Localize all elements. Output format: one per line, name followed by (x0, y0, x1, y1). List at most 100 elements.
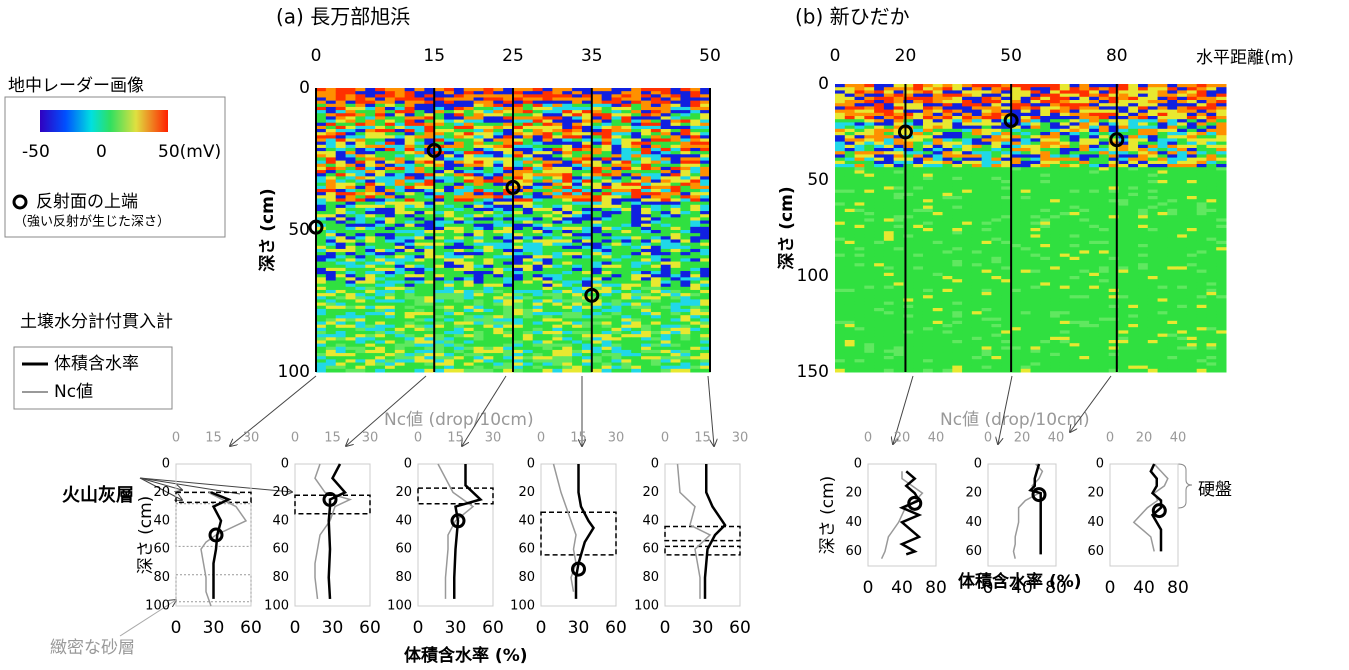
radar-texture (991, 148, 1001, 152)
radar-texture (355, 258, 365, 262)
radar-texture (671, 221, 681, 225)
radar-texture (483, 221, 493, 225)
radar-texture (523, 221, 533, 225)
radar-texture (543, 214, 553, 218)
radar-texture (444, 101, 454, 105)
radar-texture (355, 145, 365, 149)
radar-texture (1197, 183, 1207, 187)
radar-texture (621, 296, 631, 300)
radar-texture (523, 104, 533, 108)
radar-texture (602, 110, 612, 114)
radar-texture (444, 353, 454, 357)
radar-texture (395, 101, 405, 105)
radar-texture (513, 176, 523, 180)
radar-texture (572, 331, 582, 335)
radar-texture (592, 312, 602, 316)
radar-texture (533, 126, 543, 130)
radar-texture (464, 303, 474, 307)
radar-texture (365, 91, 375, 95)
radar-texture (1158, 122, 1168, 126)
radar-texture (671, 170, 681, 174)
radar-texture (913, 132, 923, 136)
radar-texture (346, 164, 356, 168)
radar-texture (523, 195, 533, 199)
radar-texture (884, 84, 894, 88)
radar-texture (582, 243, 592, 247)
radar-texture (533, 268, 543, 272)
radar-texture (513, 94, 523, 98)
radar-texture (1011, 180, 1021, 184)
radar-texture (1079, 186, 1089, 190)
radar-texture (690, 97, 700, 101)
radar-texture (375, 252, 385, 256)
radar-texture (641, 205, 651, 209)
radar-texture (651, 344, 661, 348)
radar-texture (444, 123, 454, 127)
radar-texture (923, 183, 933, 187)
radar-texture (365, 296, 375, 300)
radar-texture (454, 312, 464, 316)
radar-texture (1040, 119, 1050, 123)
radar-texture (513, 350, 523, 354)
radar-texture (661, 205, 671, 209)
radar-texture (493, 268, 503, 272)
radar-texture (1050, 174, 1060, 178)
radar-texture (612, 271, 622, 275)
radar-texture (592, 116, 602, 120)
radar-texture (1138, 90, 1148, 94)
radar-texture (326, 224, 336, 228)
radar-texture (1060, 100, 1070, 104)
radar-texture (933, 170, 943, 174)
radar-texture (415, 217, 425, 221)
radar-texture (405, 132, 415, 136)
radar-texture (355, 318, 365, 322)
radar-texture (1118, 84, 1128, 88)
radar-texture (375, 113, 385, 117)
radar-texture (395, 221, 405, 225)
radar-texture (336, 176, 346, 180)
radar-texture (464, 167, 474, 171)
radar-texture (415, 334, 425, 338)
radar-texture (582, 306, 592, 310)
radar-texture (316, 246, 326, 250)
radar-texture (483, 249, 493, 253)
radar-texture (874, 183, 884, 187)
radar-texture (346, 249, 356, 253)
radar-texture (641, 180, 651, 184)
radar-texture (651, 97, 661, 101)
radar-texture (424, 328, 434, 332)
radar-texture (700, 123, 710, 127)
radar-texture (552, 101, 562, 105)
radar-texture (513, 236, 523, 240)
radar-texture (385, 334, 395, 338)
radar-texture (493, 104, 503, 108)
radar-texture (523, 255, 533, 259)
radar-texture (1118, 90, 1128, 94)
radar-texture (434, 180, 444, 184)
radar-texture (641, 211, 651, 215)
radar-texture (894, 174, 904, 178)
radar-texture (1070, 142, 1080, 146)
radar-texture (1021, 87, 1031, 91)
radar-texture (533, 243, 543, 247)
radar-texture (1070, 177, 1080, 181)
radar-texture (552, 94, 562, 98)
radar-texture (631, 224, 641, 228)
radar-texture (982, 186, 992, 190)
radar-texture (405, 88, 415, 92)
radar-texture (355, 183, 365, 187)
radar-texture (602, 145, 612, 149)
radar-texture (326, 315, 336, 319)
radar-texture (641, 262, 651, 266)
radar-texture (365, 315, 375, 319)
radar-texture (385, 183, 395, 187)
radar-texture (864, 180, 874, 184)
radar-texture (405, 214, 415, 218)
radar-texture (474, 290, 484, 294)
radar-texture (454, 164, 464, 168)
radar-texture (562, 129, 572, 133)
radar-texture (395, 277, 405, 281)
radar-texture (1001, 103, 1011, 107)
radar-texture (690, 107, 700, 111)
radar-texture (562, 208, 572, 212)
